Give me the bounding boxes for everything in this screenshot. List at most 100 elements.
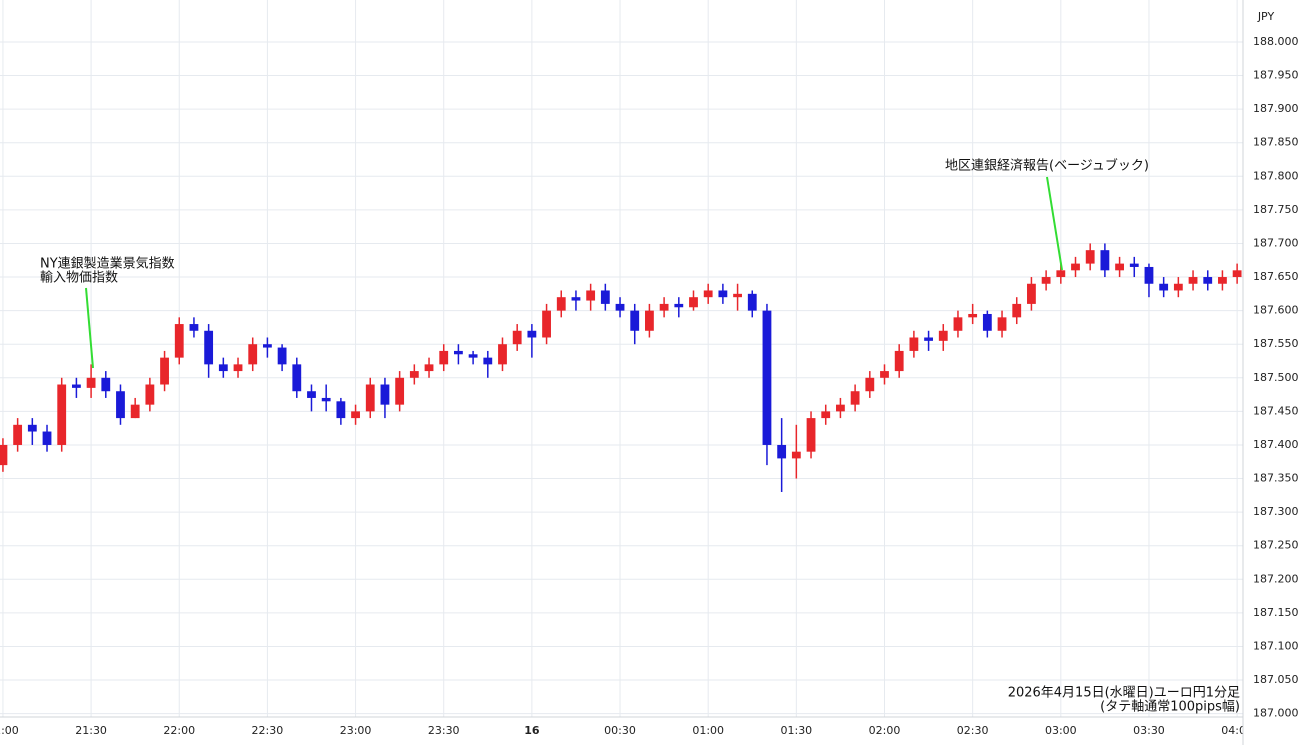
candle-body [689, 297, 698, 308]
y-tick-label: 187.200 [1253, 572, 1299, 585]
candle-body [806, 418, 816, 452]
candle-body [571, 297, 581, 301]
candle-body [1056, 270, 1066, 278]
candle-body [733, 293, 742, 298]
candle-body [674, 303, 684, 308]
candle-body [894, 350, 904, 372]
candle-body [982, 313, 992, 331]
candle-body [821, 411, 831, 419]
candle-body [1232, 270, 1242, 278]
candle-body [1012, 303, 1022, 318]
y-tick-label: 187.100 [1253, 639, 1299, 652]
x-tick-label: 03:00 [1045, 724, 1077, 737]
candle-body [27, 424, 37, 432]
candle-body [409, 371, 419, 378]
grid [0, 0, 1243, 717]
candle-body [1115, 263, 1124, 271]
candle-body [160, 357, 169, 385]
candle-body [953, 317, 963, 331]
candle-body [174, 324, 184, 358]
candle-body [512, 330, 522, 345]
annotation-pointer [1046, 176, 1063, 271]
candle-body [703, 290, 713, 298]
candle-body [762, 310, 772, 445]
y-tick-label: 187.000 [1253, 707, 1299, 720]
candle-body [483, 357, 493, 365]
y-tick-label: 187.800 [1253, 169, 1299, 182]
candle-body [1159, 283, 1169, 291]
x-tick-label: 22:00 [163, 724, 195, 737]
y-tick-label: 187.150 [1253, 606, 1299, 619]
candle-body [1041, 277, 1051, 284]
y-tick-label: 187.050 [1253, 673, 1299, 686]
candle-body [13, 424, 23, 445]
candle-body [336, 401, 346, 419]
x-tick-label: 02:30 [957, 724, 989, 737]
candle-body [101, 377, 111, 392]
candle-body [439, 350, 449, 365]
candle-body [292, 364, 302, 392]
chart-note: (タテ軸通常100pips幅) [1100, 700, 1240, 715]
x-tick-label: 21:30 [75, 724, 107, 737]
y-tick-label: 187.950 [1253, 69, 1299, 82]
candle-body [865, 377, 875, 392]
candle-body [498, 344, 507, 365]
y-tick-label: 187.750 [1253, 203, 1299, 216]
candle-body [542, 310, 551, 338]
x-tick-label: 03:30 [1133, 724, 1165, 737]
candle-body [630, 310, 640, 331]
candle-body [86, 377, 96, 388]
y-tick-label: 187.300 [1253, 505, 1299, 518]
x-axis: 21:00 21:30 22:00 22:30 23:00 23:30 16 00:30 01:… [0, 724, 1243, 737]
x-tick-label: 22:30 [252, 724, 284, 737]
candle-body [1144, 266, 1154, 284]
candle-body [938, 330, 948, 341]
y-tick-label: 187.400 [1253, 438, 1299, 451]
annotation: NY連銀製造業景気指数 [40, 256, 175, 272]
candle-body [321, 397, 331, 402]
candle-body [909, 337, 919, 351]
x-tick-label: 21:00 [0, 724, 19, 737]
candle-body [1100, 250, 1110, 271]
x-tick-label: 00:30 [604, 724, 636, 737]
candle-body [145, 384, 155, 405]
candle-body [997, 317, 1007, 331]
candle-body [556, 297, 566, 311]
candle-body [307, 391, 316, 398]
y-tick-label: 187.700 [1253, 236, 1299, 249]
y-tick-label: 187.850 [1253, 136, 1299, 149]
candle-body [395, 377, 405, 405]
candle-body [836, 404, 845, 412]
candle-body [747, 293, 757, 311]
candle-body [850, 391, 860, 405]
candle-body [791, 451, 801, 459]
x-tick-label: 01:30 [780, 724, 812, 737]
x-tick-label: 02:00 [869, 724, 901, 737]
annotation-pointer [85, 287, 94, 369]
candle-body [1027, 283, 1036, 304]
candle-body [468, 354, 478, 358]
candle-body [351, 411, 360, 419]
candle-body [1129, 263, 1139, 267]
y-tick-label: 187.350 [1253, 472, 1299, 485]
candle-body [1173, 283, 1183, 291]
candle-body [204, 330, 214, 365]
candle-body [1218, 277, 1227, 284]
x-tick-label: 16 [524, 724, 540, 737]
candle-body [777, 444, 787, 459]
candle-body [924, 337, 933, 341]
candle-body [248, 344, 258, 365]
candle-body [130, 404, 140, 419]
x-tick-label: 01:00 [692, 724, 724, 737]
candle-body [586, 290, 596, 301]
x-tick-label: 23:00 [340, 724, 372, 737]
y-tick-label: 187.600 [1253, 304, 1299, 317]
candle-body [718, 290, 728, 298]
chart-note: 2026年4月15日(水曜日)ユーロ円1分足 [1008, 686, 1240, 701]
candle-body [645, 310, 654, 331]
candles [0, 243, 1242, 492]
annotation: 輸入物価指数 [40, 271, 118, 286]
candle-body [42, 431, 52, 445]
candle-body [365, 384, 375, 412]
